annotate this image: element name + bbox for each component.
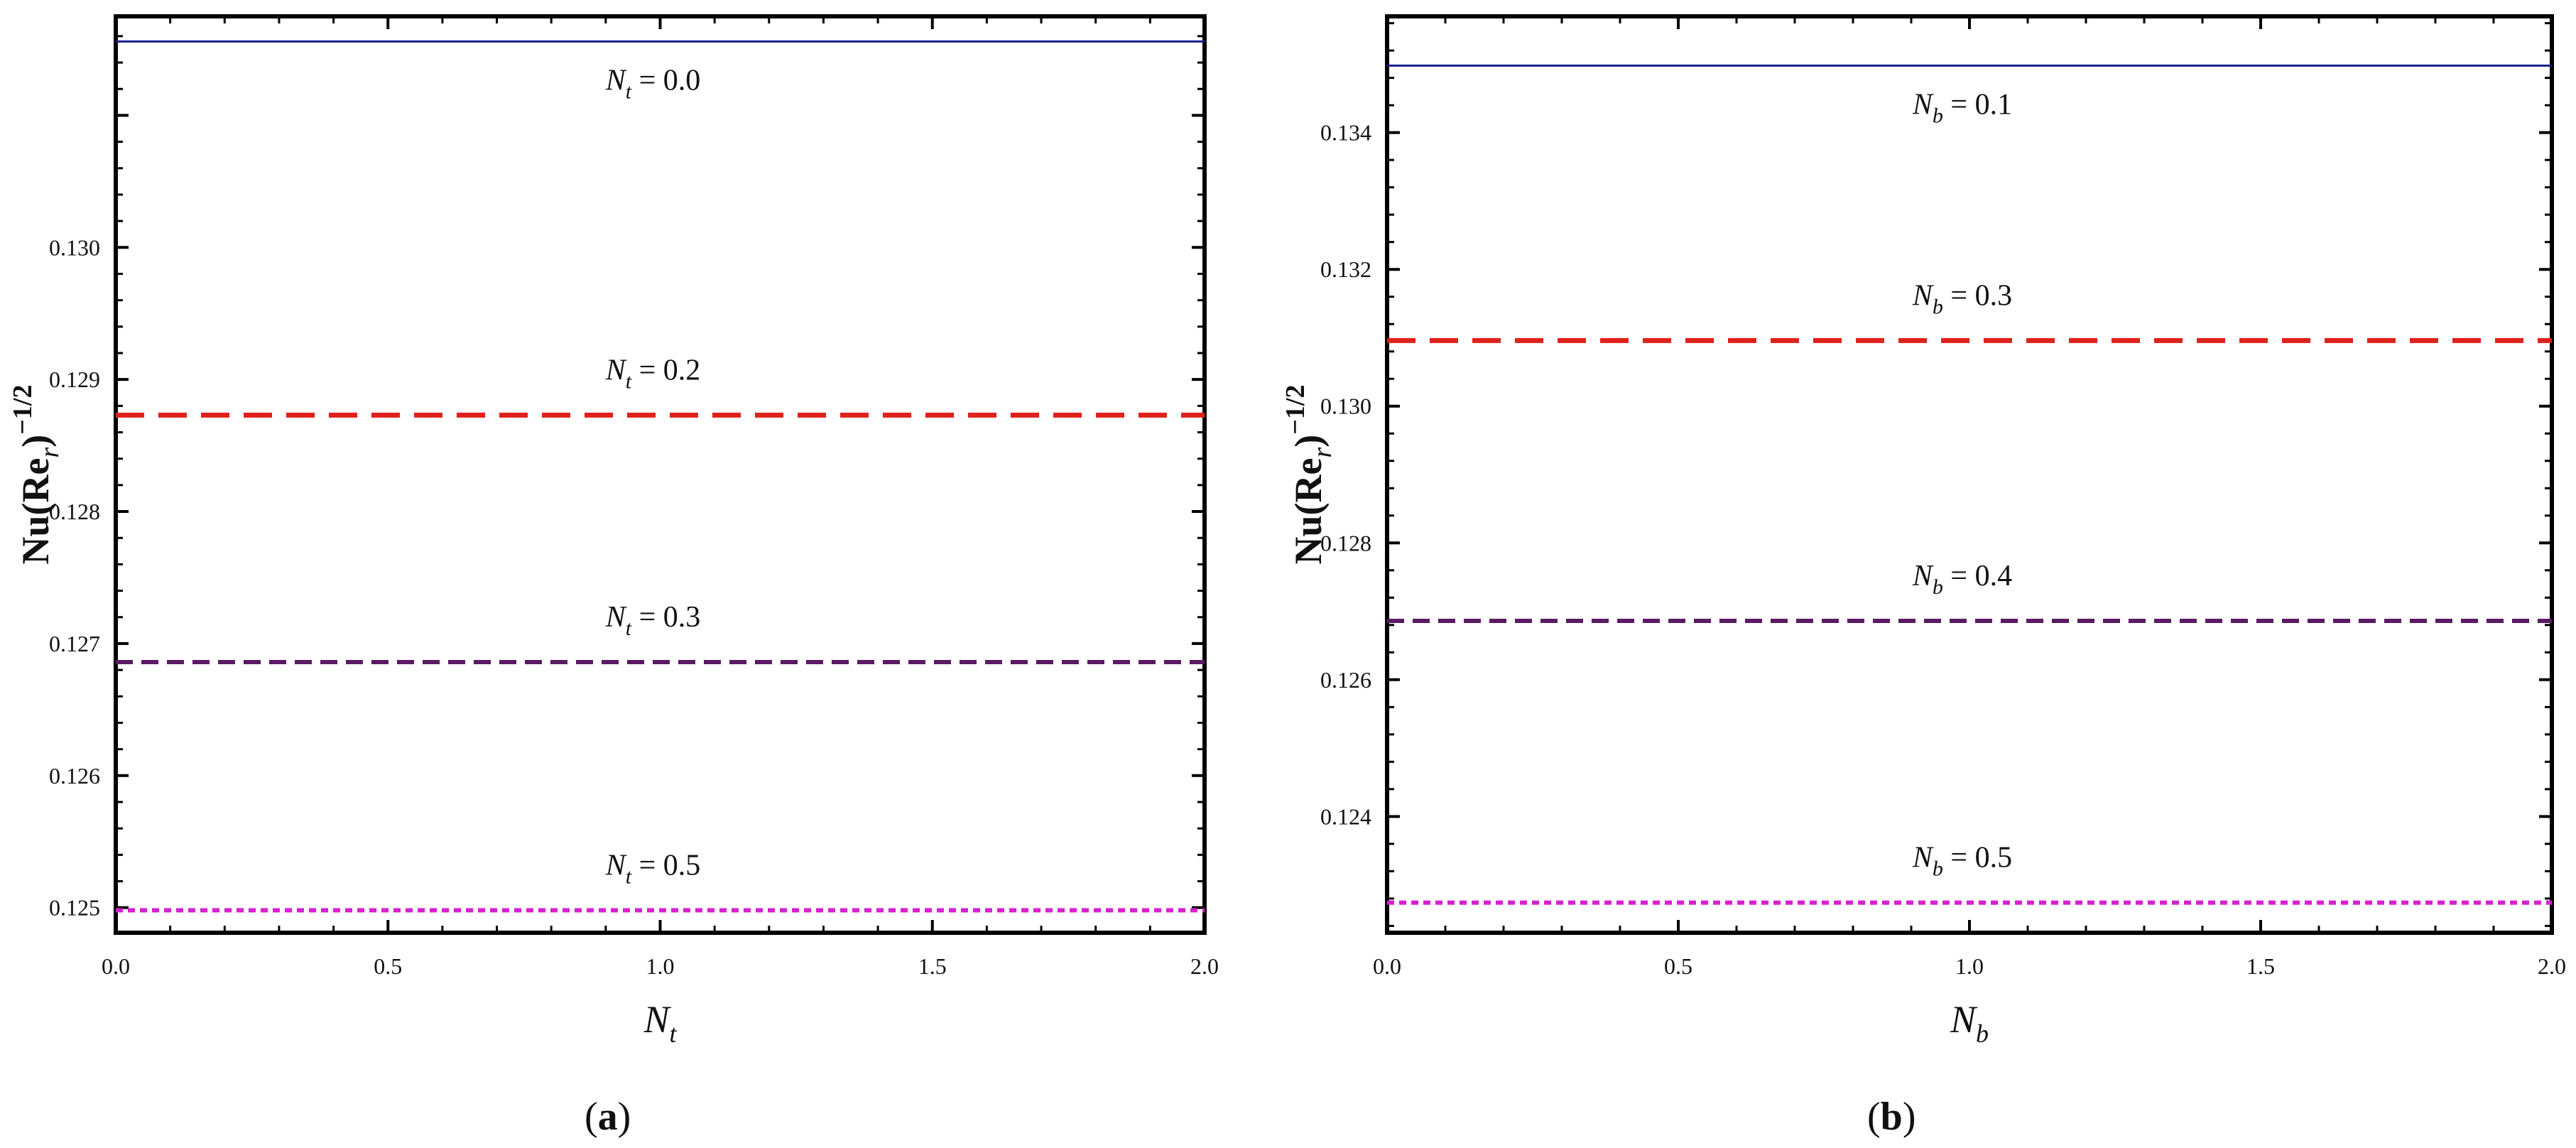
series-label-4: Nb = 0.5	[1912, 842, 2012, 881]
y-tick-label: 0.132	[1320, 256, 1371, 282]
x-tick-label: 1.5	[918, 953, 947, 979]
y-tick-label: 0.126	[49, 763, 100, 789]
y-tick-label: 0.124	[1320, 803, 1371, 829]
caption-b-letter: b	[1880, 1095, 1903, 1139]
y-axis-title: Nu(Rer)−1/2	[8, 385, 65, 565]
y-tick-label: 0.127	[49, 631, 100, 656]
series-label-1: Nb = 0.1	[1912, 88, 2012, 127]
caption-b: (b)	[1867, 1095, 1916, 1139]
caption-a: (a)	[585, 1095, 631, 1139]
series-label-3: Nt = 0.3	[605, 601, 701, 640]
y-tick-label: 0.128	[49, 499, 100, 524]
series-label-4: Nt = 0.5	[605, 849, 701, 888]
x-tick-label: 0.0	[1373, 953, 1401, 979]
x-tick-label: 2.0	[2538, 953, 2566, 979]
y-tick-label: 0.130	[1320, 394, 1371, 419]
y-tick-label: 0.129	[49, 367, 100, 392]
series-label-3: Nb = 0.4	[1912, 560, 2012, 599]
x-axis-title: Nt	[643, 998, 677, 1048]
plot-frame	[114, 14, 1207, 935]
series-label-1: Nt = 0.0	[605, 64, 701, 103]
x-tick-label: 0.0	[102, 953, 130, 979]
caption-a-letter: a	[597, 1095, 618, 1139]
x-axis-title: Nb	[1950, 998, 1989, 1048]
x-tick-label: 1.0	[1955, 953, 1984, 979]
chart-a: 0.0 0.5 1.0 1.5 2.0 0.125 0.126 0.127 0.128 0.129…	[8, 14, 1219, 1048]
x-tick-label: 1.5	[2246, 953, 2275, 979]
chart-panel-a: 0.0 0.5 1.0 1.5 2.0 0.125 0.126 0.127 0.128 0.129…	[0, 0, 1278, 1094]
x-tick-label: 0.5	[1664, 953, 1692, 979]
plot-frame	[1385, 14, 2554, 935]
x-tick-label: 0.5	[374, 953, 402, 979]
chart-b: 0.0 0.5 1.0 1.5 2.0 0.124 0.126 0.128 0.130 0.132…	[1281, 14, 2566, 1048]
series-label-2: Nb = 0.3	[1912, 279, 2012, 318]
y-tick-label: 0.125	[49, 895, 100, 921]
y-tick-label: 0.130	[49, 234, 100, 260]
x-tick-label: 1.0	[646, 953, 675, 979]
series-label-2: Nt = 0.2	[605, 354, 701, 393]
x-tick-label: 2.0	[1190, 953, 1219, 979]
y-tick-label: 0.126	[1320, 667, 1371, 693]
y-tick-label: 0.128	[1320, 530, 1371, 556]
y-tick-label: 0.134	[1320, 120, 1371, 146]
chart-panel-b: 0.0 0.5 1.0 1.5 2.0 0.124 0.126 0.128 0.130 0.132…	[1281, 0, 2576, 1094]
y-axis-title: Nu(Rer)−1/2	[1286, 385, 1337, 565]
